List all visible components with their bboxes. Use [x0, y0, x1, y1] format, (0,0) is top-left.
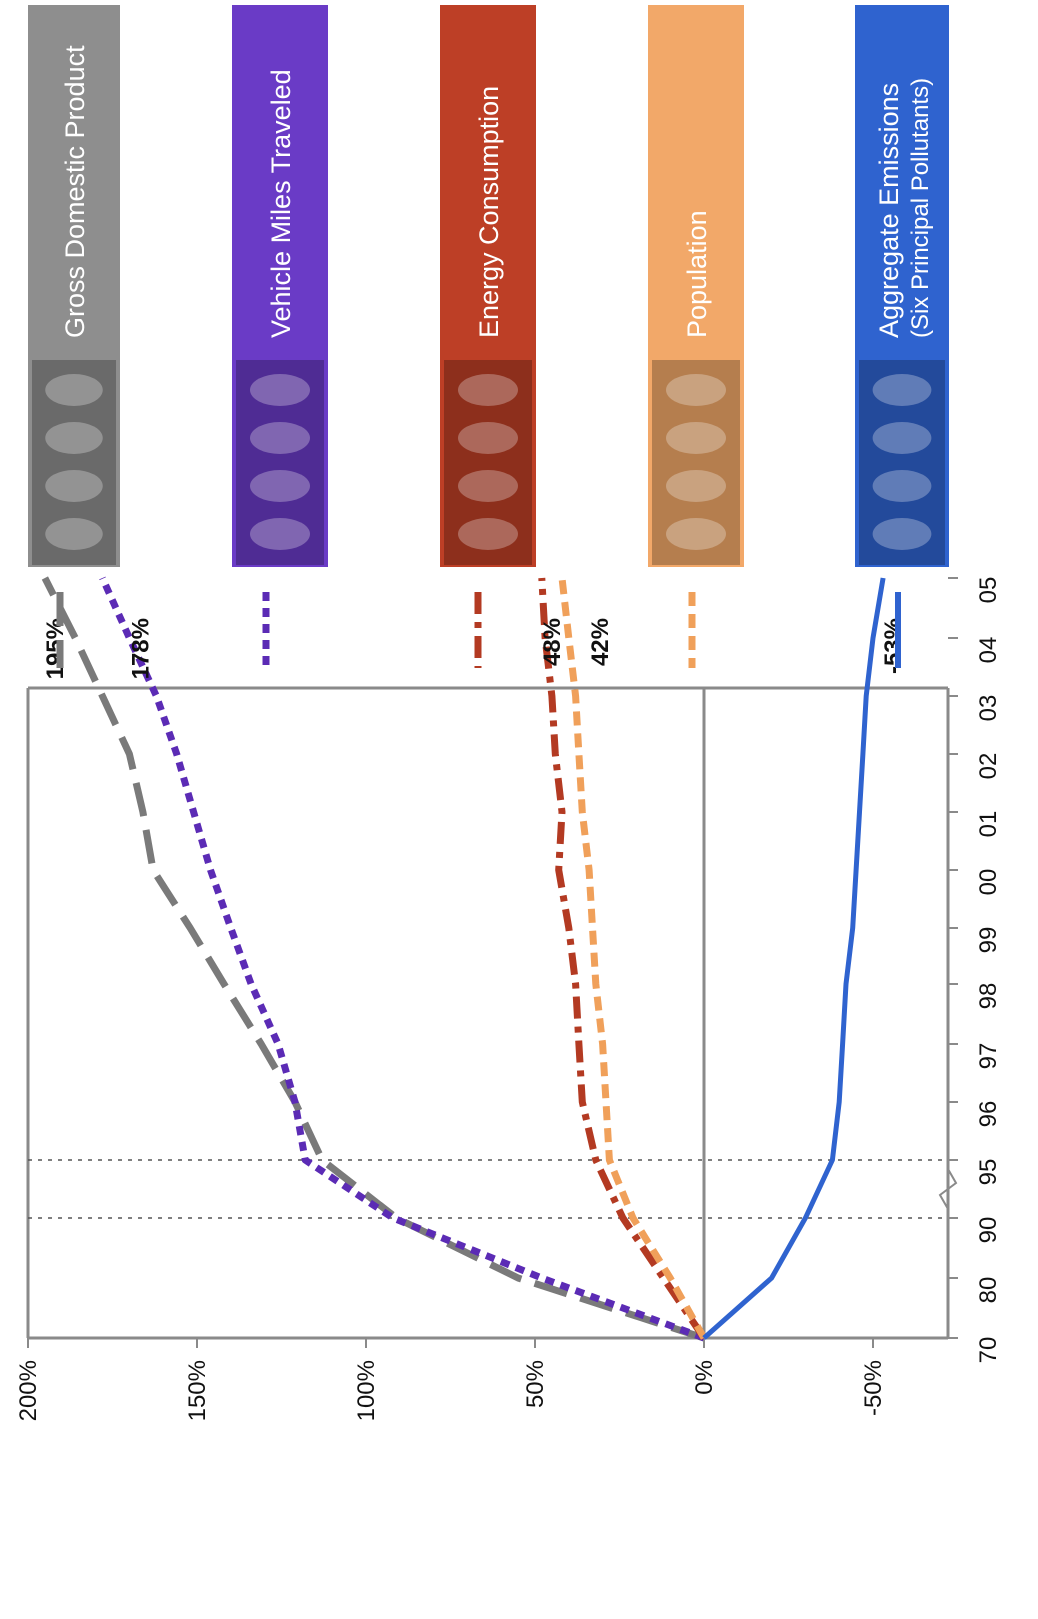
legend-item-population: Population — [648, 5, 744, 668]
legend-item-energy-consumption: Energy Consumption — [440, 5, 536, 668]
baby-face-photo-detail — [666, 470, 726, 502]
end-value-label: 178% — [127, 618, 154, 679]
smokestacks-photo — [859, 360, 945, 565]
legend-band — [28, 5, 120, 567]
y-tick-label: 200% — [15, 1360, 42, 1421]
x-tick-label: 04 — [975, 637, 1002, 664]
stove-burner-photo-detail — [458, 422, 518, 454]
vehicles-photo-detail — [250, 470, 310, 502]
legend-label: Aggregate Emissions — [874, 83, 904, 338]
legend-band — [440, 5, 536, 567]
stove-burner-photo-detail — [458, 374, 518, 406]
series-line-energy-consumption — [538, 577, 707, 1340]
factory-goods-photo-detail — [45, 518, 103, 550]
x-tick-label: 96 — [975, 1101, 1002, 1128]
legend-band — [855, 5, 949, 567]
x-tick-label: 00 — [975, 869, 1002, 896]
vehicles-photo — [236, 360, 324, 565]
baby-face-photo — [652, 360, 740, 565]
end-value-label: 195% — [42, 618, 69, 679]
plot-area: 200% 150% 100% 50% 0% -50% 70 80 90 95 96 97 98 99 00 0… — [15, 576, 1002, 1421]
stove-burner-photo — [444, 360, 532, 565]
smokestacks-photo-detail — [872, 518, 932, 550]
stove-burner-photo-detail — [458, 470, 518, 502]
end-value-label: 48% — [539, 618, 566, 666]
factory-goods-photo-detail — [45, 470, 103, 502]
legend-item-gross-domestic-product: Gross Domestic Product — [28, 5, 120, 668]
legend-band — [232, 5, 328, 567]
baby-face-photo-detail — [666, 518, 726, 550]
series-line-vehicle-miles-traveled — [99, 576, 706, 1342]
x-tick-label: 01 — [975, 811, 1002, 838]
smokestacks-photo-detail — [872, 374, 932, 406]
legend-label: Population — [682, 210, 712, 338]
x-tick-label: 70 — [975, 1337, 1002, 1364]
series-line-population — [558, 577, 708, 1340]
legend-label: Vehicle Miles Traveled — [266, 69, 296, 338]
vehicles-photo-detail — [250, 422, 310, 454]
axis-break-mark — [938, 1168, 958, 1210]
x-tick-label: 02 — [975, 753, 1002, 780]
factory-goods-photo-detail — [45, 374, 103, 406]
x-tick-label: 97 — [975, 1043, 1002, 1070]
baby-face-photo-detail — [666, 422, 726, 454]
y-tick-label: 100% — [353, 1360, 380, 1421]
legend-sublabel: (Six Principal Pollutants) — [907, 78, 934, 338]
legend-label: Energy Consumption — [474, 86, 504, 338]
vehicles-photo-detail — [250, 374, 310, 406]
legend-label: Gross Domestic Product — [60, 45, 90, 338]
legend-item-vehicle-miles-traveled: Vehicle Miles Traveled — [232, 5, 328, 668]
x-tick-label: 03 — [975, 695, 1002, 722]
smokestacks-photo-detail — [872, 470, 932, 502]
baby-face-photo-detail — [666, 374, 726, 406]
end-value-label: -53% — [880, 618, 907, 674]
x-tick-label: 99 — [975, 927, 1002, 954]
y-tick-label: 0% — [691, 1360, 718, 1395]
series-line-gross-domestic-product — [41, 576, 706, 1342]
smokestacks-photo-detail — [872, 422, 932, 454]
factory-goods-photo-detail — [45, 422, 103, 454]
x-tick-label: 98 — [975, 983, 1002, 1010]
x-tick-label: 05 — [975, 577, 1002, 604]
x-tick-label: 80 — [975, 1277, 1002, 1304]
y-tick-label: 150% — [184, 1360, 211, 1421]
y-tick-label: -50% — [860, 1360, 887, 1416]
series-line-aggregate-emissions — [702, 577, 886, 1340]
stove-burner-photo-detail — [458, 518, 518, 550]
vehicles-photo-detail — [250, 518, 310, 550]
factory-goods-photo — [32, 360, 116, 565]
x-tick-label: 90 — [975, 1217, 1002, 1244]
x-tick-label: 95 — [975, 1159, 1002, 1186]
legend-item-aggregate-emissions: Aggregate Emissions (Six Principal Pollut… — [855, 5, 949, 668]
legend: Gross Domestic Product Vehicle Miles Trav… — [28, 5, 949, 668]
y-tick-label: 50% — [522, 1360, 549, 1408]
legend-band — [648, 5, 744, 567]
end-value-label: 42% — [587, 618, 614, 666]
